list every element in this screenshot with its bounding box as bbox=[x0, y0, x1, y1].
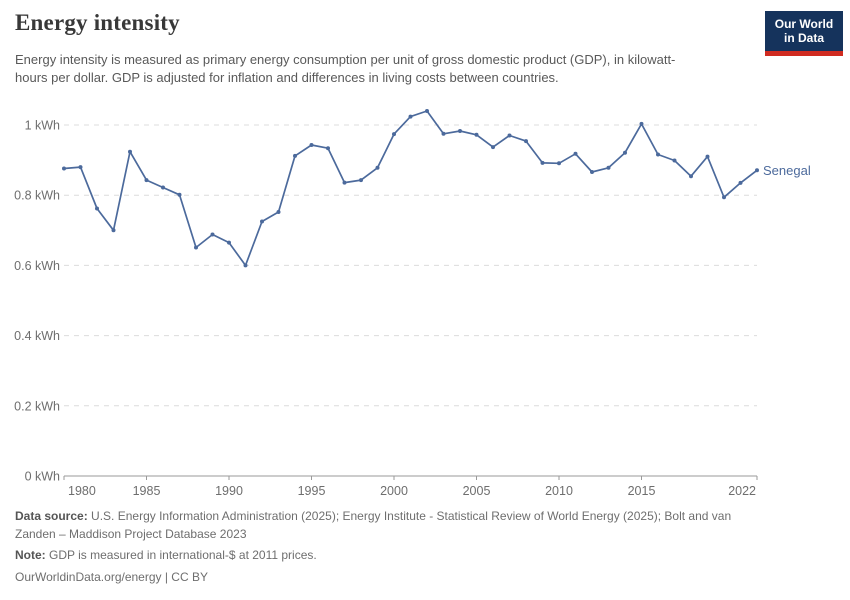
data-source-label: Data source: bbox=[15, 509, 88, 523]
page-title: Energy intensity bbox=[15, 10, 180, 35]
data-point bbox=[590, 170, 594, 174]
data-point bbox=[606, 165, 611, 170]
data-point bbox=[524, 139, 528, 144]
data-point bbox=[144, 178, 149, 183]
data-point bbox=[95, 206, 99, 211]
owid-logo: Our World in Data bbox=[765, 11, 843, 56]
owid-logo-text: Our World in Data bbox=[765, 11, 843, 51]
y-tick-label: 0.8 kWh bbox=[14, 189, 60, 203]
x-tick-label: 2015 bbox=[628, 484, 656, 498]
y-tick-label: 0.2 kWh bbox=[14, 399, 60, 413]
series-label-senegal[interactable]: Senegal bbox=[763, 163, 811, 178]
data-point bbox=[111, 228, 116, 233]
data-point bbox=[161, 185, 165, 190]
x-tick-label: 2022 bbox=[728, 484, 756, 498]
owid-logo-line1: Our World bbox=[774, 17, 834, 31]
y-tick-label: 0.4 kWh bbox=[14, 329, 60, 343]
data-point bbox=[293, 153, 297, 158]
data-point bbox=[375, 165, 380, 170]
data-point bbox=[507, 133, 512, 138]
x-tick-label: 1985 bbox=[133, 484, 161, 498]
data-point bbox=[623, 150, 627, 155]
owid-logo-stripe bbox=[765, 51, 843, 56]
data-point bbox=[276, 210, 281, 214]
note-text: GDP is measured in international-$ at 20… bbox=[49, 548, 317, 562]
data-point bbox=[260, 219, 264, 224]
data-point bbox=[78, 165, 83, 170]
x-tick-label: 2005 bbox=[463, 484, 491, 498]
data-point bbox=[540, 160, 545, 165]
data-point bbox=[210, 232, 215, 237]
x-tick-label: 1980 bbox=[68, 484, 96, 498]
data-point bbox=[408, 114, 413, 119]
owid-logo-line2: in Data bbox=[783, 31, 824, 45]
data-point bbox=[359, 178, 363, 183]
data-point bbox=[194, 245, 198, 250]
data-point bbox=[458, 129, 462, 133]
data-point bbox=[177, 192, 182, 197]
x-tick-label: 2010 bbox=[545, 484, 573, 498]
data-point bbox=[392, 132, 396, 137]
data-point bbox=[309, 143, 314, 147]
y-tick-label: 0.6 kWh bbox=[14, 259, 60, 273]
data-point bbox=[441, 131, 446, 136]
y-tick-label: 1 kWh bbox=[25, 119, 60, 133]
x-tick-label: 1995 bbox=[298, 484, 326, 498]
data-point bbox=[573, 151, 578, 156]
data-point bbox=[62, 166, 66, 171]
data-point bbox=[326, 146, 330, 151]
data-point bbox=[491, 145, 495, 150]
x-tick-label: 2000 bbox=[380, 484, 408, 498]
chart-footer: Data source: U.S. Energy Information Adm… bbox=[15, 508, 837, 586]
data-point bbox=[738, 180, 743, 185]
data-point bbox=[689, 174, 693, 179]
data-point bbox=[656, 152, 660, 157]
chart-note: Note: GDP is measured in international-$… bbox=[15, 547, 837, 565]
data-point bbox=[672, 158, 677, 163]
x-tick-label: 1990 bbox=[215, 484, 243, 498]
data-point bbox=[227, 240, 231, 245]
data-point bbox=[474, 132, 479, 137]
attribution-link[interactable]: OurWorldinData.org/energy | CC BY bbox=[15, 569, 208, 584]
data-point bbox=[243, 263, 248, 268]
data-point bbox=[755, 168, 759, 173]
series-line-senegal[interactable] bbox=[63, 110, 758, 267]
data-point bbox=[722, 195, 726, 200]
data-source: Data source: U.S. Energy Information Adm… bbox=[15, 508, 837, 543]
data-point bbox=[639, 121, 644, 126]
note-label: Note: bbox=[15, 548, 46, 562]
data-point bbox=[425, 109, 429, 113]
data-source-text-line1: U.S. Energy Information Administration (… bbox=[91, 509, 732, 523]
y-tick-label: 0 kWh bbox=[25, 470, 60, 484]
data-point bbox=[557, 161, 561, 166]
data-source-text-line2: Zanden – Maddison Project Database 2023 bbox=[15, 526, 247, 541]
chart-subtitle: Energy intensity is measured as primary … bbox=[15, 52, 676, 86]
data-point bbox=[342, 180, 347, 185]
data-point bbox=[705, 154, 710, 159]
data-point bbox=[128, 149, 132, 154]
